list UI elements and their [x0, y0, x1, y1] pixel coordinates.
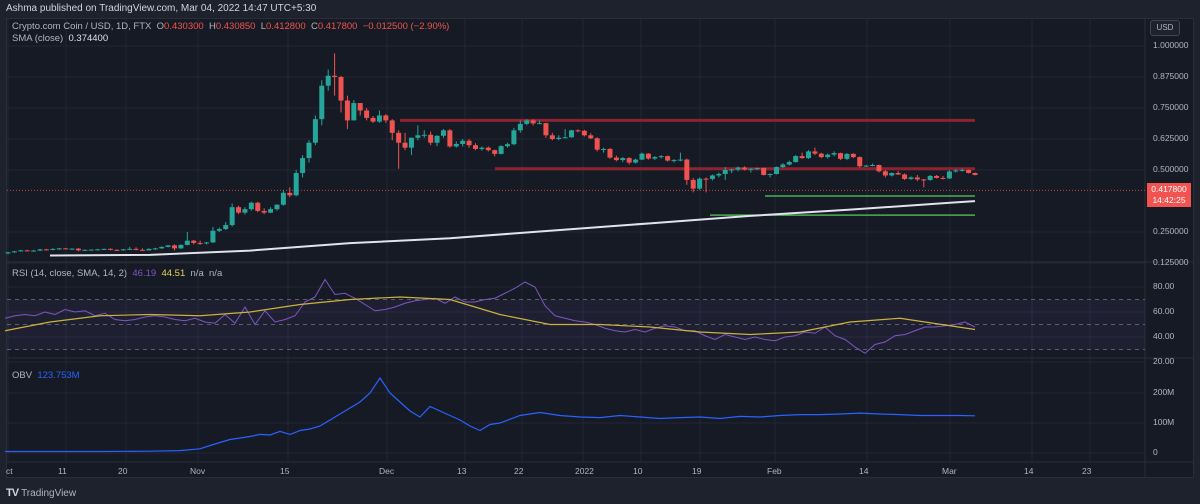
rsi-ma-value: 44.51	[161, 268, 186, 279]
rsi-legend: RSI (14, close, SMA, 14, 2) 46.19 44.51 …	[12, 268, 223, 279]
last-price-value: 0.417800	[1151, 184, 1187, 194]
price-tick-label: 0.125000	[1153, 257, 1189, 267]
obv-label[interactable]: OBV	[12, 370, 33, 381]
obv-tick-label: 200M	[1153, 387, 1175, 397]
time-tick-label: Mar	[942, 466, 957, 476]
rsi-value: 46.19	[132, 268, 157, 279]
chart-container[interactable]	[6, 18, 1194, 478]
time-tick-label: 23	[1082, 466, 1092, 476]
price-tick-label: 0.625000	[1153, 133, 1189, 143]
time-tick-label: Nov	[190, 466, 206, 476]
rsi-label[interactable]: RSI (14, close, SMA, 14, 2)	[12, 268, 128, 279]
sma-label[interactable]: SMA (close)	[12, 33, 64, 44]
symbol-label[interactable]: Crypto.com Coin / USD, 1D, FTX	[12, 21, 152, 32]
sma-value: 0.374400	[68, 33, 109, 44]
last-price-tag: 0.417800 14:42:25	[1147, 183, 1191, 207]
low-value: 0.412800	[266, 21, 306, 32]
rsi-tick-label: 60.00	[1153, 306, 1175, 316]
time-tick-label: 11	[58, 466, 67, 476]
rsi-tick-label: 40.00	[1153, 331, 1175, 341]
obv-legend: OBV 123.753M	[12, 370, 80, 381]
time-tick-label: 2022	[575, 466, 594, 476]
change-value: −0.012500 (−2.90%)	[362, 21, 450, 32]
main-legend: Crypto.com Coin / USD, 1D, FTX O0.430300…	[12, 21, 450, 32]
bar-countdown: 14:42:25	[1152, 195, 1186, 205]
time-tick-label: 20	[118, 466, 128, 476]
rsi-tick-label: 80.00	[1153, 281, 1175, 291]
obv-tick-label: 100M	[1153, 417, 1175, 427]
rsi-tick-label: 20.00	[1153, 356, 1175, 366]
currency-button[interactable]: USD	[1150, 20, 1180, 36]
time-tick-label: ct	[6, 466, 13, 476]
price-tick-label: 0.500000	[1153, 164, 1189, 174]
tradingview-watermark: TV TradingView	[6, 487, 77, 499]
time-tick-label: 22	[514, 466, 524, 476]
price-tick-label: 1.000000	[1153, 40, 1189, 50]
time-tick-label: Dec	[379, 466, 395, 476]
high-value: 0.430850	[215, 21, 256, 32]
price-tick-label: 0.750000	[1153, 102, 1189, 112]
price-tick-label: 0.875000	[1153, 71, 1189, 81]
published-line: Ashma published on TradingView.com, Mar …	[6, 3, 317, 14]
time-tick-label: 14	[859, 466, 869, 476]
close-value: 0.417800	[317, 21, 358, 32]
obv-tick-label: 0	[1153, 447, 1158, 457]
obv-value: 123.753M	[37, 370, 80, 381]
tradingview-logo-icon: TV	[6, 487, 19, 499]
time-tick-label: 14	[1024, 466, 1034, 476]
price-tick-label: 0.250000	[1153, 226, 1189, 236]
time-tick-label: 19	[692, 466, 702, 476]
open-value: 0.430300	[164, 21, 204, 32]
time-tick-label: 15	[280, 466, 290, 476]
time-tick-label: 13	[457, 466, 467, 476]
time-tick-label: Feb	[767, 466, 782, 476]
time-tick-label: 10	[633, 466, 643, 476]
sma-legend: SMA (close) 0.374400	[12, 33, 108, 44]
